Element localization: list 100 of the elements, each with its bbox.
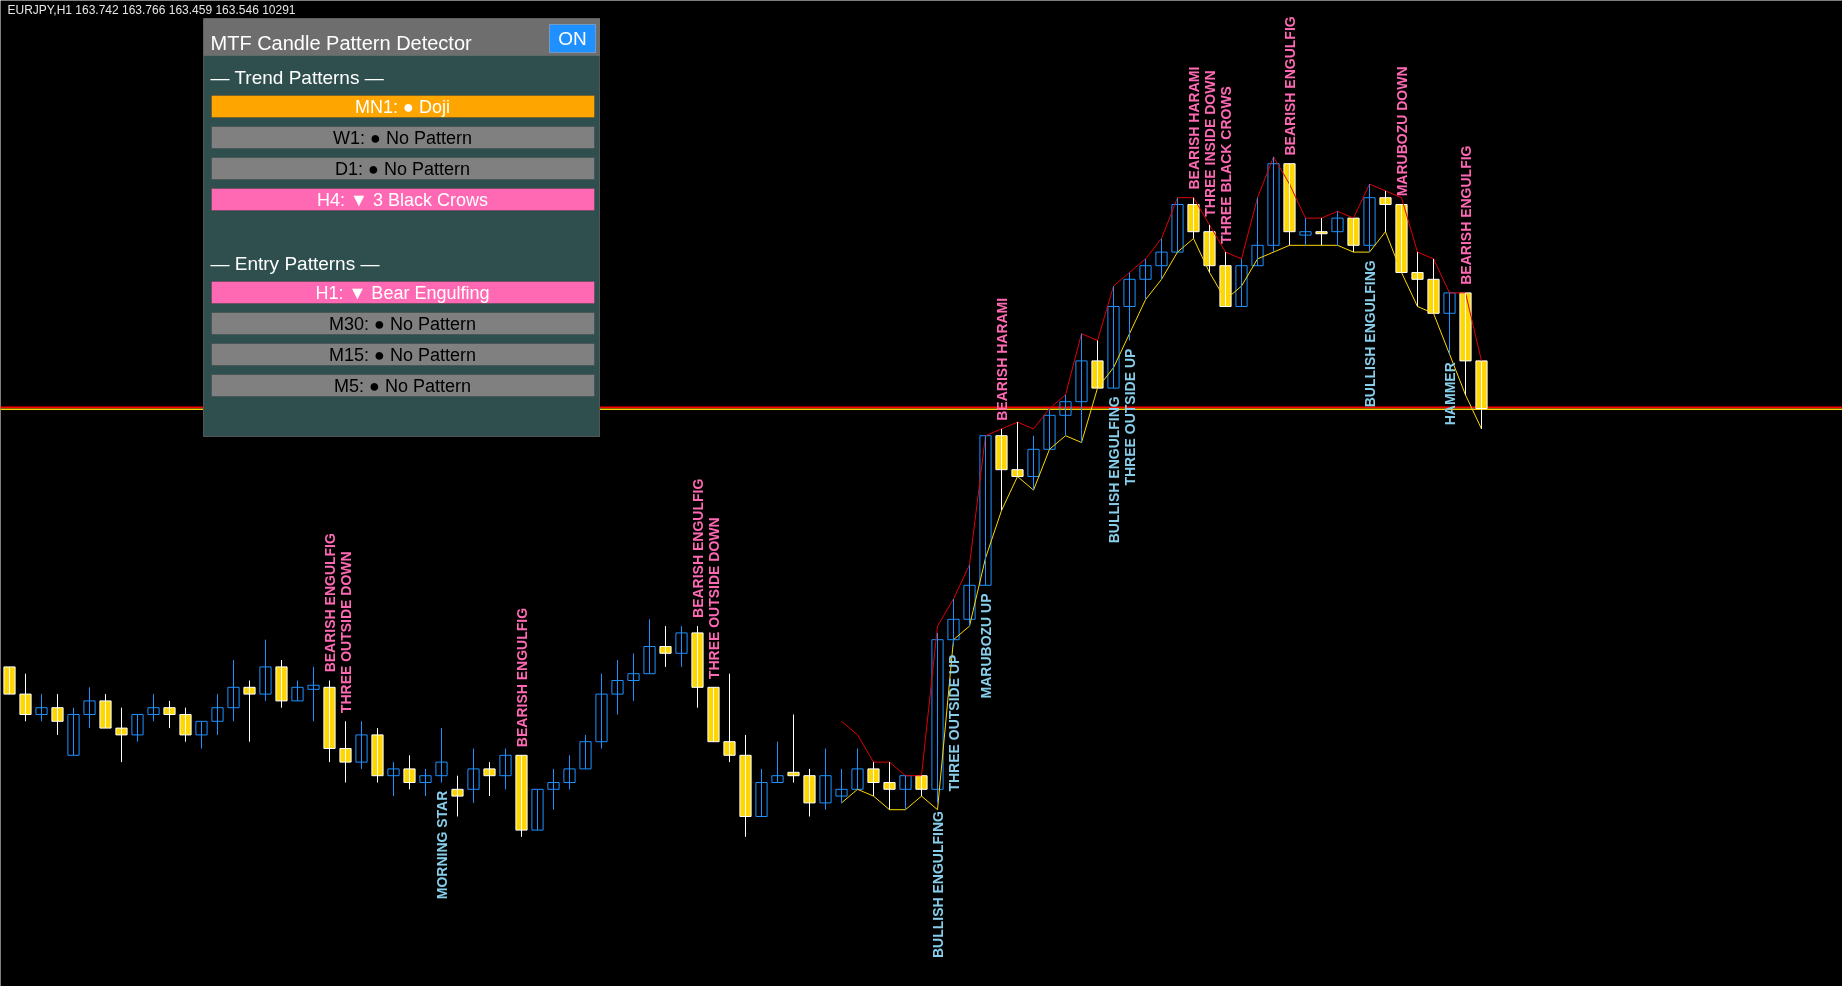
- text: THREE BLACK CROWS: [1217, 86, 1234, 244]
- candlestick: [275, 659, 288, 709]
- text: — Trend Patterns —: [210, 67, 384, 88]
- candlestick: [787, 714, 800, 783]
- text: THREE OUTSIDE UP: [1121, 348, 1138, 486]
- text: BULLISH ENGULFING: [1105, 396, 1122, 544]
- annotation: D1: ● No Pattern: [335, 158, 470, 179]
- candlestick: [1267, 156, 1280, 253]
- candlestick: [755, 768, 768, 817]
- candlestick: [259, 639, 272, 702]
- candlestick: [515, 754, 528, 838]
- candlestick: [243, 680, 256, 743]
- candlestick: [1075, 333, 1088, 443]
- candlestick: [803, 768, 816, 817]
- text: MTF Candle Pattern Detector: [210, 31, 473, 54]
- text: HAMMER: [1441, 362, 1458, 426]
- candlestick: [867, 761, 880, 797]
- text: THREE OUTSIDE DOWN: [705, 517, 722, 680]
- text: BEARISH ENGULFIG: [321, 533, 338, 673]
- candlestick: [99, 693, 112, 729]
- annotation: H4: ▼ 3 Black Crows: [317, 189, 488, 210]
- candlestick: [467, 748, 480, 804]
- text: MARUBOZU UP: [977, 593, 994, 699]
- candlestick: [1107, 285, 1120, 389]
- candlestick: [131, 714, 144, 743]
- candlestick: [547, 768, 560, 811]
- candlestick: [1059, 394, 1072, 437]
- candlestick: [419, 768, 432, 797]
- candlestick: [499, 748, 512, 790]
- candlestick: [1011, 421, 1024, 477]
- candlestick: [1123, 272, 1136, 341]
- candlestick: [963, 564, 976, 627]
- candlestick: [819, 748, 832, 811]
- candlestick: [3, 666, 16, 695]
- candlestick: [1027, 435, 1040, 491]
- text: MARUBOZU DOWN: [1393, 66, 1410, 197]
- candlestick: [579, 734, 592, 770]
- annotation: — Entry Patterns —: [210, 253, 380, 274]
- candlestick: [451, 775, 464, 817]
- candlestick: [1235, 258, 1248, 307]
- text: MN1: ● Doji: [355, 96, 450, 117]
- candlestick: [67, 707, 80, 756]
- candlestick: [835, 768, 848, 804]
- candlestick: [435, 727, 448, 783]
- text: THREE OUTSIDE DOWN: [337, 551, 354, 714]
- candlestick: [851, 748, 864, 790]
- candlestick: [1219, 251, 1232, 307]
- candlestick: [1251, 197, 1264, 267]
- candlestick: [179, 707, 192, 743]
- candlestick: [1171, 197, 1184, 253]
- candlestick: [947, 598, 960, 647]
- candlestick: [1443, 292, 1456, 355]
- text: THREE INSIDE DOWN: [1201, 70, 1218, 217]
- candlestick: [291, 680, 304, 702]
- candlestick: [115, 707, 128, 763]
- candlestick: [739, 734, 752, 838]
- candlestick: [931, 632, 944, 804]
- candlestick: [339, 720, 352, 783]
- candlestick: [403, 754, 416, 790]
- text: BEARISH HARAMI: [1185, 66, 1202, 190]
- annotation: M30: ● No Pattern: [329, 313, 476, 334]
- candlestick: [691, 625, 704, 709]
- candlestick: [563, 754, 576, 790]
- text: THREE OUTSIDE UP: [945, 654, 962, 792]
- candlestick: [307, 666, 320, 722]
- candlestick: [1139, 258, 1152, 301]
- candlestick: [1155, 238, 1168, 280]
- candlestick: [1043, 408, 1056, 450]
- candlestick: [595, 673, 608, 749]
- annotation: H1: ▼ Bear Engulfing: [315, 282, 490, 303]
- candlestick: [531, 788, 544, 831]
- chart-title: EURJPY,H1 163.742 163.766 163.459 163.546 10291: [7, 2, 296, 17]
- candlestick: [387, 761, 400, 797]
- text: BULLISH ENGULFING: [1361, 260, 1378, 408]
- candlestick: [899, 775, 912, 811]
- candlestick: [627, 652, 640, 702]
- annotation: M5: ● No Pattern: [334, 375, 471, 396]
- candlestick: [483, 761, 496, 797]
- candlestick: [83, 686, 96, 729]
- candlestick: [1331, 210, 1344, 246]
- text: BEARISH ENGULFIG: [1281, 16, 1298, 156]
- candlestick: [35, 693, 48, 722]
- candlestick: [771, 741, 784, 783]
- candlestick: [995, 428, 1008, 511]
- candlestick: [915, 775, 928, 797]
- candlestick: [371, 727, 384, 783]
- text: BEARISH ENGULFIG: [513, 607, 530, 748]
- candlestick: [195, 720, 208, 749]
- candlestick: [323, 680, 336, 763]
- text: BULLISH ENGULFING: [929, 811, 946, 959]
- candlestick: [1411, 251, 1424, 307]
- candlestick: [1091, 340, 1104, 389]
- candlestick: [675, 625, 688, 668]
- candlestick: [355, 720, 368, 770]
- candlestick: [1459, 292, 1472, 396]
- candlestick: [707, 686, 720, 743]
- candlestick: [163, 700, 176, 729]
- candlestick: [211, 693, 224, 736]
- candlestick: [659, 625, 672, 668]
- candlestick: [227, 659, 240, 722]
